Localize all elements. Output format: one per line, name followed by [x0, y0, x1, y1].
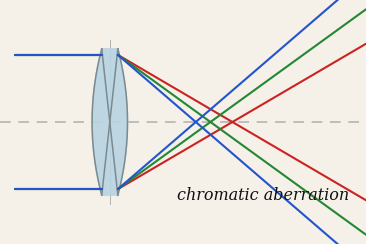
Text: chromatic aberration: chromatic aberration	[178, 187, 350, 204]
Polygon shape	[92, 49, 127, 195]
